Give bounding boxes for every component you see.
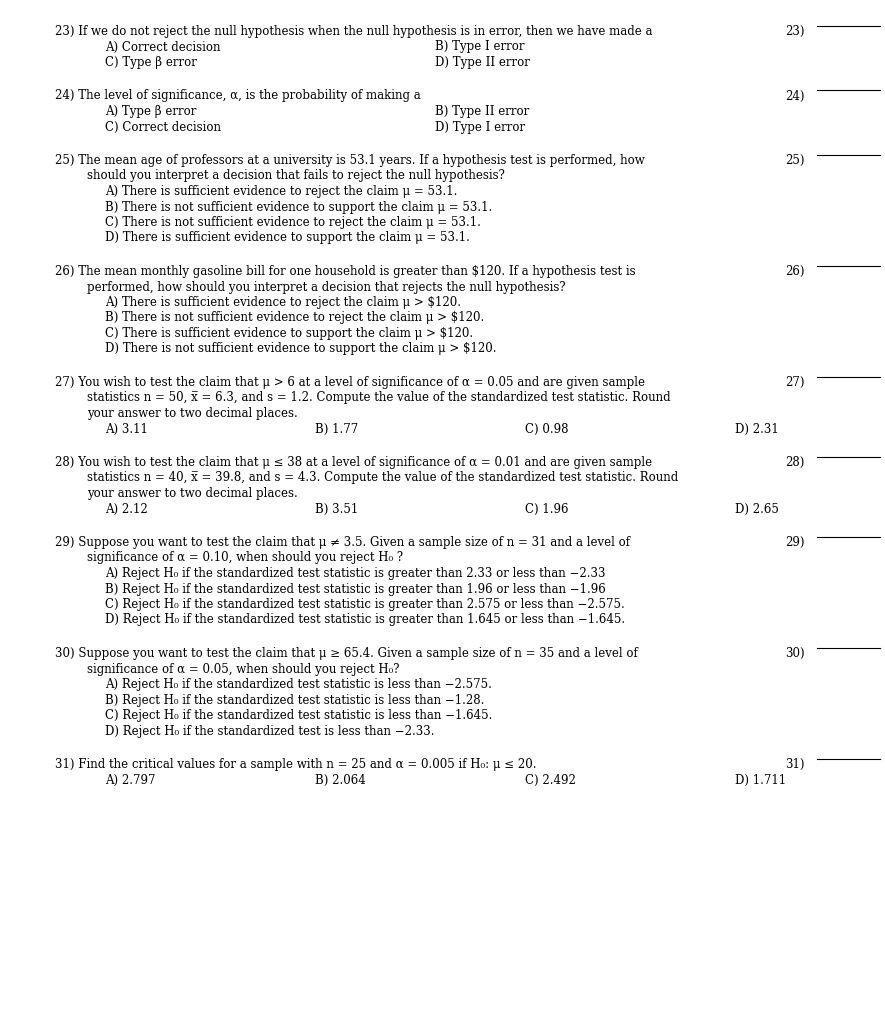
Text: 26): 26) [785, 265, 804, 278]
Text: your answer to two decimal places.: your answer to two decimal places. [87, 407, 297, 420]
Text: D) Reject H₀ if the standardized test is less than −2.33.: D) Reject H₀ if the standardized test is… [105, 725, 435, 737]
Text: D) 2.31: D) 2.31 [735, 423, 779, 435]
Text: B) Type II error: B) Type II error [435, 105, 529, 118]
Text: statistics n = 50, x̅ = 6.3, and s = 1.2. Compute the value of the standardized : statistics n = 50, x̅ = 6.3, and s = 1.2… [87, 391, 671, 404]
Text: 23) If we do not reject the null hypothesis when the null hypothesis is in error: 23) If we do not reject the null hypothe… [55, 25, 652, 38]
Text: A) Type β error: A) Type β error [105, 105, 196, 118]
Text: 24) The level of significance, α, is the probability of making a: 24) The level of significance, α, is the… [55, 89, 420, 102]
Text: significance of α = 0.10, when should you reject H₀ ?: significance of α = 0.10, when should yo… [87, 552, 404, 564]
Text: B) Reject H₀ if the standardized test statistic is less than −1.28.: B) Reject H₀ if the standardized test st… [105, 693, 484, 707]
Text: your answer to two decimal places.: your answer to two decimal places. [87, 487, 297, 500]
Text: significance of α = 0.05, when should you reject H₀?: significance of α = 0.05, when should yo… [87, 663, 399, 676]
Text: 31) Find the critical values for a sample with n = 25 and α = 0.005 if H₀: μ ≤ 2: 31) Find the critical values for a sampl… [55, 758, 536, 771]
Text: 28) You wish to test the claim that μ ≤ 38 at a level of significance of α = 0.0: 28) You wish to test the claim that μ ≤ … [55, 456, 652, 469]
Text: B) There is not sufficient evidence to support the claim μ = 53.1.: B) There is not sufficient evidence to s… [105, 201, 492, 213]
Text: 29): 29) [785, 536, 804, 549]
Text: A) 2.12: A) 2.12 [105, 503, 148, 515]
Text: D) 2.65: D) 2.65 [735, 503, 779, 515]
Text: 30) Suppose you want to test the claim that μ ≥ 65.4. Given a sample size of n =: 30) Suppose you want to test the claim t… [55, 647, 638, 660]
Text: 29) Suppose you want to test the claim that μ ≠ 3.5. Given a sample size of n = : 29) Suppose you want to test the claim t… [55, 536, 630, 549]
Text: 25) The mean age of professors at a university is 53.1 years. If a hypothesis te: 25) The mean age of professors at a univ… [55, 154, 645, 167]
Text: A) There is sufficient evidence to reject the claim μ = 53.1.: A) There is sufficient evidence to rejec… [105, 185, 458, 198]
Text: 31): 31) [785, 758, 804, 771]
Text: C) There is not sufficient evidence to reject the claim μ = 53.1.: C) There is not sufficient evidence to r… [105, 216, 481, 229]
Text: B) Reject H₀ if the standardized test statistic is greater than 1.96 or less tha: B) Reject H₀ if the standardized test st… [105, 583, 605, 596]
Text: D) Reject H₀ if the standardized test statistic is greater than 1.645 or less th: D) Reject H₀ if the standardized test st… [105, 613, 625, 627]
Text: C) Correct decision: C) Correct decision [105, 121, 221, 133]
Text: 27): 27) [785, 376, 804, 389]
Text: 27) You wish to test the claim that μ > 6 at a level of significance of α = 0.05: 27) You wish to test the claim that μ > … [55, 376, 645, 389]
Text: C) Reject H₀ if the standardized test statistic is less than −1.645.: C) Reject H₀ if the standardized test st… [105, 709, 492, 722]
Text: 28): 28) [785, 456, 804, 469]
Text: D) Type II error: D) Type II error [435, 56, 530, 69]
Text: B) There is not sufficient evidence to reject the claim μ > $120.: B) There is not sufficient evidence to r… [105, 311, 484, 325]
Text: A) 2.797: A) 2.797 [105, 773, 156, 786]
Text: A) Correct decision: A) Correct decision [105, 41, 220, 53]
Text: C) Reject H₀ if the standardized test statistic is greater than 2.575 or less th: C) Reject H₀ if the standardized test st… [105, 598, 625, 611]
Text: 23): 23) [785, 25, 804, 38]
Text: 24): 24) [785, 89, 804, 102]
Text: performed, how should you interpret a decision that rejects the null hypothesis?: performed, how should you interpret a de… [87, 281, 566, 294]
Text: B) Type I error: B) Type I error [435, 41, 525, 53]
Text: D) There is sufficient evidence to support the claim μ = 53.1.: D) There is sufficient evidence to suppo… [105, 231, 470, 245]
Text: D) There is not sufficient evidence to support the claim μ > $120.: D) There is not sufficient evidence to s… [105, 342, 496, 355]
Text: D) Type I error: D) Type I error [435, 121, 525, 133]
Text: statistics n = 40, x̅ = 39.8, and s = 4.3. Compute the value of the standardized: statistics n = 40, x̅ = 39.8, and s = 4.… [87, 471, 678, 484]
Text: C) 1.96: C) 1.96 [525, 503, 568, 515]
Text: A) Reject H₀ if the standardized test statistic is less than −2.575.: A) Reject H₀ if the standardized test st… [105, 678, 492, 691]
Text: C) There is sufficient evidence to support the claim μ > $120.: C) There is sufficient evidence to suppo… [105, 327, 473, 340]
Text: A) 3.11: A) 3.11 [105, 423, 148, 435]
Text: C) 0.98: C) 0.98 [525, 423, 568, 435]
Text: 26) The mean monthly gasoline bill for one household is greater than $120. If a : 26) The mean monthly gasoline bill for o… [55, 265, 635, 278]
Text: 25): 25) [785, 154, 804, 167]
Text: C) Type β error: C) Type β error [105, 56, 196, 69]
Text: B) 2.064: B) 2.064 [315, 773, 366, 786]
Text: D) 1.711: D) 1.711 [735, 773, 786, 786]
Text: 30): 30) [785, 647, 804, 660]
Text: A) There is sufficient evidence to reject the claim μ > $120.: A) There is sufficient evidence to rejec… [105, 296, 461, 309]
Text: C) 2.492: C) 2.492 [525, 773, 576, 786]
Text: B) 3.51: B) 3.51 [315, 503, 358, 515]
Text: should you interpret a decision that fails to reject the null hypothesis?: should you interpret a decision that fai… [87, 170, 504, 182]
Text: A) Reject H₀ if the standardized test statistic is greater than 2.33 or less tha: A) Reject H₀ if the standardized test st… [105, 567, 605, 580]
Text: B) 1.77: B) 1.77 [315, 423, 358, 435]
